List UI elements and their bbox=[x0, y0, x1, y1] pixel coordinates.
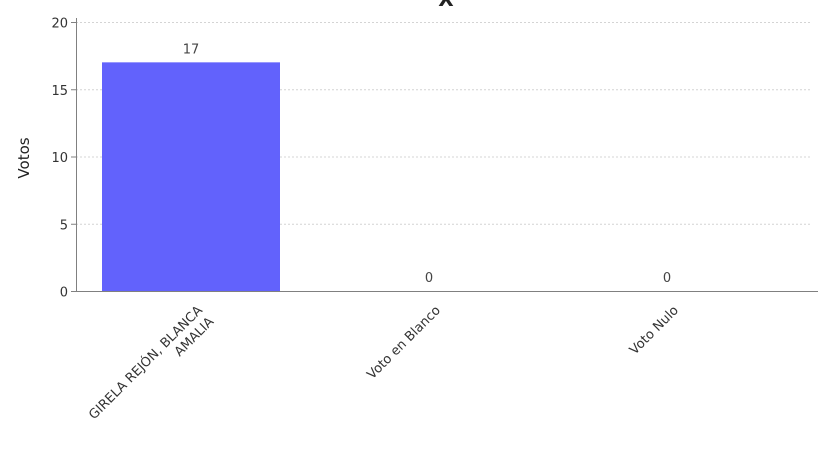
category-label-line: Voto Nulo bbox=[627, 303, 682, 358]
y-axis-title: Votos bbox=[15, 137, 33, 178]
category-label: Voto Nulo bbox=[627, 303, 682, 358]
y-tick-label: 20 bbox=[51, 17, 68, 32]
category-label-line: Voto en Blanco bbox=[364, 303, 443, 382]
bar bbox=[102, 62, 280, 291]
y-tick-label: 0 bbox=[60, 286, 68, 301]
chart-title: X bbox=[438, 0, 454, 11]
category-label-line: GIRELA REJÓN, BLANCA bbox=[86, 302, 206, 422]
bar-value-label: 0 bbox=[663, 271, 671, 286]
y-tick-label: 5 bbox=[60, 218, 68, 233]
category-label: Voto en Blanco bbox=[364, 303, 443, 382]
bar-value-label: 0 bbox=[425, 271, 433, 286]
y-tick-label: 10 bbox=[51, 151, 68, 166]
y-tick-label: 15 bbox=[51, 84, 68, 99]
bars: 170 0 bbox=[102, 42, 671, 291]
bar-value-label: 17 bbox=[183, 42, 200, 57]
y-axis: 0 5 10 15 20 bbox=[51, 17, 77, 301]
